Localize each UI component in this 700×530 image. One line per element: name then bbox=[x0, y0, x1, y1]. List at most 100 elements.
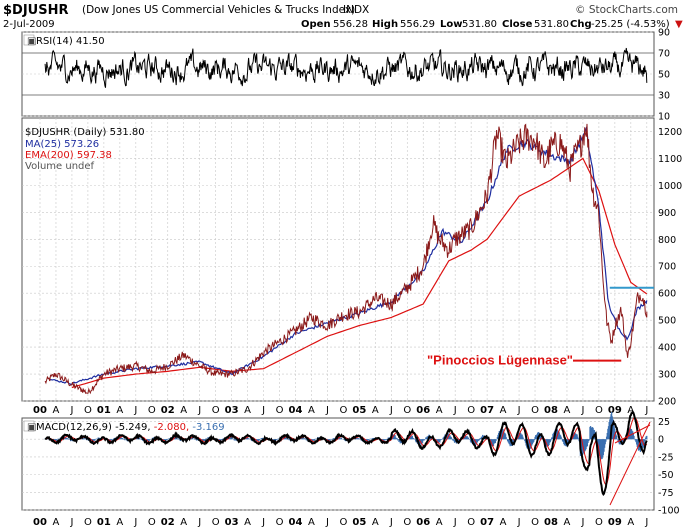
x-tick-label: 08 bbox=[544, 517, 558, 528]
price-y-tick: 800 bbox=[658, 235, 676, 246]
x-tick-label: J bbox=[517, 517, 521, 528]
rsi-y-tick: 10 bbox=[658, 112, 670, 123]
x-tick-label: A bbox=[564, 517, 571, 528]
rsi-y-tick: 50 bbox=[658, 70, 670, 81]
low-value: 531.80 bbox=[462, 19, 497, 30]
price-y-tick: 300 bbox=[658, 370, 676, 381]
macd-legend-signal: -2.080, bbox=[154, 422, 189, 433]
high-label: High bbox=[372, 19, 398, 30]
x-tick-label: O bbox=[403, 517, 411, 528]
x-tick-label: 08 bbox=[544, 405, 558, 416]
x-tick-label: 07 bbox=[480, 405, 494, 416]
x-tick-label: O bbox=[339, 405, 347, 416]
open-label: Open bbox=[301, 19, 331, 30]
rsi-y-tick: 70 bbox=[658, 49, 670, 60]
macd-legend-macd: MACD(12,26,9) -5.249, bbox=[36, 422, 151, 433]
price-y-tick: 1200 bbox=[658, 127, 682, 138]
x-tick-label: J bbox=[325, 405, 329, 416]
close-value: 531.80 bbox=[534, 19, 569, 30]
x-tick-label: 04 bbox=[289, 405, 303, 416]
high-value: 556.29 bbox=[400, 19, 435, 30]
price-y-tick: 500 bbox=[658, 316, 676, 327]
x-tick-label: J bbox=[453, 517, 457, 528]
macd-frame bbox=[21, 417, 655, 511]
x-tick-label: O bbox=[84, 517, 92, 528]
x-tick-label: J bbox=[453, 405, 457, 416]
x-tick-label: O bbox=[403, 405, 411, 416]
price-y-tick: 900 bbox=[658, 208, 676, 219]
x-tick-label: 03 bbox=[225, 517, 239, 528]
x-tick-label: A bbox=[500, 517, 507, 528]
macd-y-tick: 25 bbox=[658, 417, 670, 428]
x-tick-label: O bbox=[276, 405, 284, 416]
x-tick-label: 06 bbox=[416, 405, 430, 416]
price-line bbox=[44, 123, 648, 395]
macd-y-tick: 0 bbox=[658, 435, 664, 446]
x-tick-label: O bbox=[531, 405, 539, 416]
x-tick-label: A bbox=[627, 517, 634, 528]
x-tick-label: O bbox=[467, 517, 475, 528]
change-value: -25.25 (-4.53%) bbox=[591, 19, 670, 30]
volume-legend: Volume undef bbox=[25, 161, 95, 172]
macd-panel: 25 0 -25 -50 -75 -100 ▣ MACD(12,26,9) -5.249,… bbox=[21, 410, 680, 517]
price-y-tick: 1000 bbox=[658, 181, 682, 192]
x-tick-label: A bbox=[53, 405, 60, 416]
macd-y-tick: -100 bbox=[658, 506, 680, 517]
x-tick-label: O bbox=[84, 405, 92, 416]
macd-y-axis: 25 0 -25 -50 -75 -100 bbox=[658, 417, 680, 516]
x-tick-label: A bbox=[564, 405, 571, 416]
x-tick-label: O bbox=[148, 405, 156, 416]
x-tick-label: J bbox=[580, 405, 584, 416]
macd-y-tick: -75 bbox=[658, 488, 674, 499]
symbol-description: (Dow Jones US Commercial Vehicles & Truc… bbox=[82, 4, 355, 16]
x-tick-label: 02 bbox=[161, 517, 175, 528]
price-panel: 1200 1100 1000 900 800 700 600 500 400 300 200 "Pi… bbox=[21, 117, 682, 408]
x-tick-label: 03 bbox=[225, 405, 239, 416]
x-tick-label: O bbox=[339, 517, 347, 528]
x-tick-label: J bbox=[133, 517, 137, 528]
x-tick-label: 07 bbox=[480, 517, 494, 528]
chart-header: $DJUSHR (Dow Jones US Commercial Vehicle… bbox=[3, 3, 683, 30]
x-tick-label: O bbox=[212, 517, 220, 528]
exchange-label: INDX bbox=[343, 4, 369, 16]
rsi-legend-marker-icon: ▣ bbox=[27, 36, 36, 47]
x-tick-label: J bbox=[644, 517, 648, 528]
price-y-tick: 1100 bbox=[658, 154, 682, 165]
annotation-label: "Pinoccios Lügennase" bbox=[427, 353, 573, 368]
x-tick-label: J bbox=[580, 517, 584, 528]
x-tick-label: A bbox=[308, 405, 315, 416]
macd-legend: MACD(12,26,9) -5.249, -2.080, -3.169 bbox=[36, 422, 225, 433]
macd-trendline-lower bbox=[609, 421, 651, 506]
x-tick-label: A bbox=[244, 405, 251, 416]
macd-line bbox=[44, 410, 648, 497]
x-tick-label: 09 bbox=[608, 405, 622, 416]
x-tick-label: 09 bbox=[608, 517, 622, 528]
x-tick-label: J bbox=[325, 517, 329, 528]
x-tick-label: J bbox=[261, 517, 265, 528]
x-axis-top: 00 A J O 01 A J O 02 A J O 03 A J O 04 A J O 05 A J O 06 A J O 07 A J O… bbox=[33, 405, 648, 416]
x-tick-label: A bbox=[180, 517, 187, 528]
x-tick-label: 05 bbox=[352, 517, 366, 528]
x-tick-label: 02 bbox=[161, 405, 175, 416]
x-tick-label: 01 bbox=[97, 517, 111, 528]
brand-label: © StockCharts.com bbox=[575, 4, 678, 16]
ma25-legend: MA(25) 573.26 bbox=[25, 139, 99, 150]
x-tick-label: J bbox=[517, 405, 521, 416]
x-tick-label: 06 bbox=[416, 517, 430, 528]
ema200-legend: EMA(200) 597.38 bbox=[25, 150, 112, 161]
x-tick-label: J bbox=[644, 405, 648, 416]
x-tick-label: 01 bbox=[97, 405, 111, 416]
close-label: Close bbox=[502, 19, 533, 30]
change-label: Chg bbox=[570, 19, 592, 30]
low-label: Low bbox=[440, 19, 462, 30]
ema200-line bbox=[71, 157, 648, 389]
x-tick-label: A bbox=[627, 405, 634, 416]
x-tick-label: A bbox=[436, 517, 443, 528]
rsi-panel: 90 70 50 30 10 ▣ RSI(14) 41.50 bbox=[21, 28, 670, 123]
rsi-y-axis: 90 70 50 30 10 bbox=[658, 28, 670, 123]
x-tick-label: 04 bbox=[289, 517, 303, 528]
x-tick-label: J bbox=[69, 517, 73, 528]
x-tick-label: J bbox=[197, 405, 201, 416]
x-tick-label: A bbox=[436, 405, 443, 416]
macd-legend-box bbox=[23, 420, 35, 432]
